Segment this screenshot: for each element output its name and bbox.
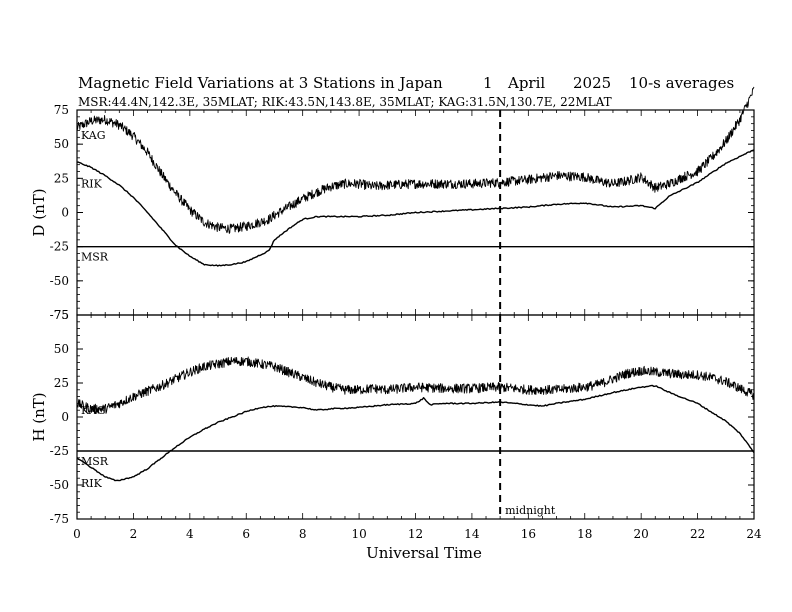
series-kag: KAG	[76, 86, 755, 234]
chart-title: Magnetic Field Variations at 3 Stations …	[78, 74, 443, 92]
x-tick-label: 24	[746, 527, 762, 541]
x-tick-label: 12	[408, 527, 423, 541]
x-axis-label: Universal Time	[366, 544, 482, 562]
station-label-msr: MSR	[81, 455, 109, 468]
panel-d: 75 50 25 0 -25 -50 -75 D (nT) KAG RIK MSR	[30, 86, 755, 322]
x-tick-label: 8	[299, 527, 307, 541]
y-tick-label: 75	[54, 308, 69, 322]
series-rik: RIK	[76, 149, 755, 267]
station-coordinates: MSR:44.4N,142.3E, 35MLAT; RIK:43.5N,143.…	[78, 95, 612, 109]
x-tick-label: 18	[577, 527, 592, 541]
midnight-annotation: midnight	[505, 504, 556, 517]
averaging-label: 10-s averages	[629, 74, 734, 92]
date-year: 2025	[573, 74, 611, 92]
x-tick-label: 22	[690, 527, 705, 541]
y-tick-label: 0	[61, 206, 69, 220]
station-label-kag: KAG	[81, 404, 106, 417]
y-tick-label: -25	[50, 240, 69, 254]
station-label-rik: RIK	[81, 477, 103, 490]
y-tick-label: 75	[54, 103, 69, 117]
y-tick-label: -25	[50, 444, 69, 458]
x-tick-label: 20	[634, 527, 649, 541]
series-line-rik	[76, 149, 755, 267]
y-tick-label: 50	[54, 342, 69, 356]
chart-title-row: Magnetic Field Variations at 3 Stations …	[78, 74, 734, 109]
y-tick-label: 0	[61, 410, 69, 424]
station-label-kag: KAG	[81, 129, 106, 142]
x-tick-label: 10	[351, 527, 366, 541]
series-line-rik	[76, 384, 755, 482]
date-month: April	[507, 74, 545, 92]
series-kag: KAG	[76, 356, 755, 417]
y-tick-label: 25	[54, 171, 69, 185]
y-axis-label: H (nT)	[30, 392, 48, 441]
y-tick-label: 50	[54, 137, 69, 151]
x-tick-label: 14	[464, 527, 480, 541]
series-msr: MSR	[77, 246, 754, 264]
series-msr: MSR	[77, 450, 754, 468]
y-tick-label: -75	[50, 512, 69, 526]
y-tick-label: 25	[54, 376, 69, 390]
x-tick-label: 2	[130, 527, 138, 541]
panel-h: 75 50 25 0 -25 -50 -75 H (nT) KAG RIK MSR	[30, 308, 755, 526]
series-line-kag	[76, 86, 755, 234]
x-tick-label: 0	[73, 527, 81, 541]
date-day: 1	[483, 74, 493, 92]
x-tick-label: 6	[242, 527, 250, 541]
y-tick-label: -50	[50, 478, 69, 492]
y-tick-label: -75	[50, 308, 69, 322]
series-rik: RIK	[76, 384, 755, 490]
panel-frame	[76, 314, 755, 520]
x-tick-label: 4	[186, 527, 194, 541]
station-label-msr: MSR	[81, 251, 109, 264]
station-label-rik: RIK	[81, 177, 103, 190]
x-tick-label: 16	[521, 527, 536, 541]
panels: 75 50 25 0 -25 -50 -75 D (nT) KAG RIK MSR 75 50 25 0 -2…	[30, 86, 755, 526]
y-tick-label: -50	[50, 274, 69, 288]
y-axis-label: D (nT)	[30, 188, 48, 236]
series-line-kag	[76, 356, 755, 414]
